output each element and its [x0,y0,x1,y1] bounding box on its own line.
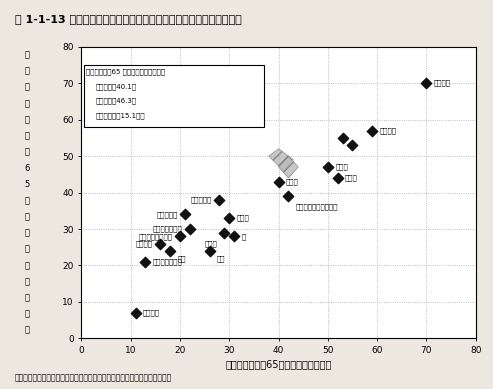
Text: ％: ％ [25,310,30,319]
Point [132,310,140,316]
Point [166,248,174,254]
Text: 割: 割 [25,261,30,270]
Text: 患者数　40.1％: 患者数 40.1％ [96,83,137,90]
Text: 全傷病では、65 歳以上の占める割合は: 全傷病では、65 歳以上の占める割合は [86,68,165,75]
Text: 5: 5 [25,180,30,189]
Point [349,142,356,148]
Text: 精神、行動障害: 精神、行動障害 [153,226,182,232]
Polygon shape [279,156,298,178]
Text: 腫瘍性疾患: 腫瘍性疾患 [191,196,212,203]
Text: 耳: 耳 [242,233,246,240]
Text: 第 1-1-13 図　傷病別に見た患者数及び医療費に占める高齢者の割合: 第 1-1-13 図 傷病別に見た患者数及び医療費に占める高齢者の割合 [15,14,242,24]
Text: 感染症: 感染症 [204,240,217,247]
Text: その他: その他 [237,215,249,221]
Text: 血液: 血液 [217,255,225,261]
Text: 消化器系（歯）: 消化器系（歯） [153,259,182,265]
Text: に: に [25,99,30,108]
X-axis label: 患者数に占める65歳以上の割合（％）: 患者数に占める65歳以上の割合（％） [225,359,332,369]
Point [284,193,292,199]
Text: 6: 6 [25,164,30,173]
Point [215,197,223,203]
Text: 消化器腺（直を除く）: 消化器腺（直を除く） [296,204,338,210]
Text: 損傷、中毒: 損傷、中毒 [156,211,177,218]
Point [141,259,149,265]
Point [156,240,164,247]
Text: （人　口　15.1％）: （人 口 15.1％） [96,112,146,119]
Text: め: め [25,131,30,140]
Polygon shape [269,149,293,171]
Point [324,164,332,170]
Point [181,211,189,217]
Point [423,80,430,86]
Text: 皮膚: 皮膚 [177,255,186,261]
Text: 費: 費 [25,83,30,92]
Point [334,175,342,181]
Text: 歳: 歳 [25,196,30,205]
FancyBboxPatch shape [84,65,264,127]
Text: 占: 占 [25,115,30,124]
Point [368,128,376,134]
Point [230,233,238,240]
Point [220,230,228,236]
Point [186,226,194,232]
Text: 先天奇形: 先天奇形 [143,310,160,316]
Point [225,215,233,221]
Text: の: の [25,245,30,254]
Text: 合: 合 [25,277,30,286]
Text: 医: 医 [25,50,30,59]
Text: 医療費　46.3％: 医療費 46.3％ [96,98,137,104]
Text: 神経系: 神経系 [286,178,299,185]
Point [206,248,213,254]
Text: 療: 療 [25,67,30,75]
Text: る: る [25,147,30,156]
Text: 新生物: 新生物 [335,164,348,170]
Text: 循環器系: 循環器系 [434,80,451,86]
Text: 上: 上 [25,229,30,238]
Text: 呼吸器系: 呼吸器系 [136,240,153,247]
Point [339,135,347,141]
Text: 筋骨格系: 筋骨格系 [380,127,396,134]
Point [275,179,282,185]
Text: 内分泌: 内分泌 [345,175,358,181]
Text: （: （ [25,293,30,302]
Text: 以: 以 [25,212,30,221]
Point [176,233,184,240]
Text: ）: ） [25,326,30,335]
Text: 消化器系（合計）: 消化器系（合計） [139,233,173,240]
Text: 資料：厚生省「患者調査」（平成８年度）、「国民医療費」（平成８年度）: 資料：厚生省「患者調査」（平成８年度）、「国民医療費」（平成８年度） [15,373,172,382]
